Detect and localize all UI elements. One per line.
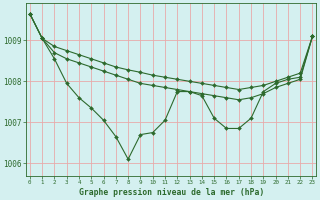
- X-axis label: Graphe pression niveau de la mer (hPa): Graphe pression niveau de la mer (hPa): [78, 188, 264, 197]
